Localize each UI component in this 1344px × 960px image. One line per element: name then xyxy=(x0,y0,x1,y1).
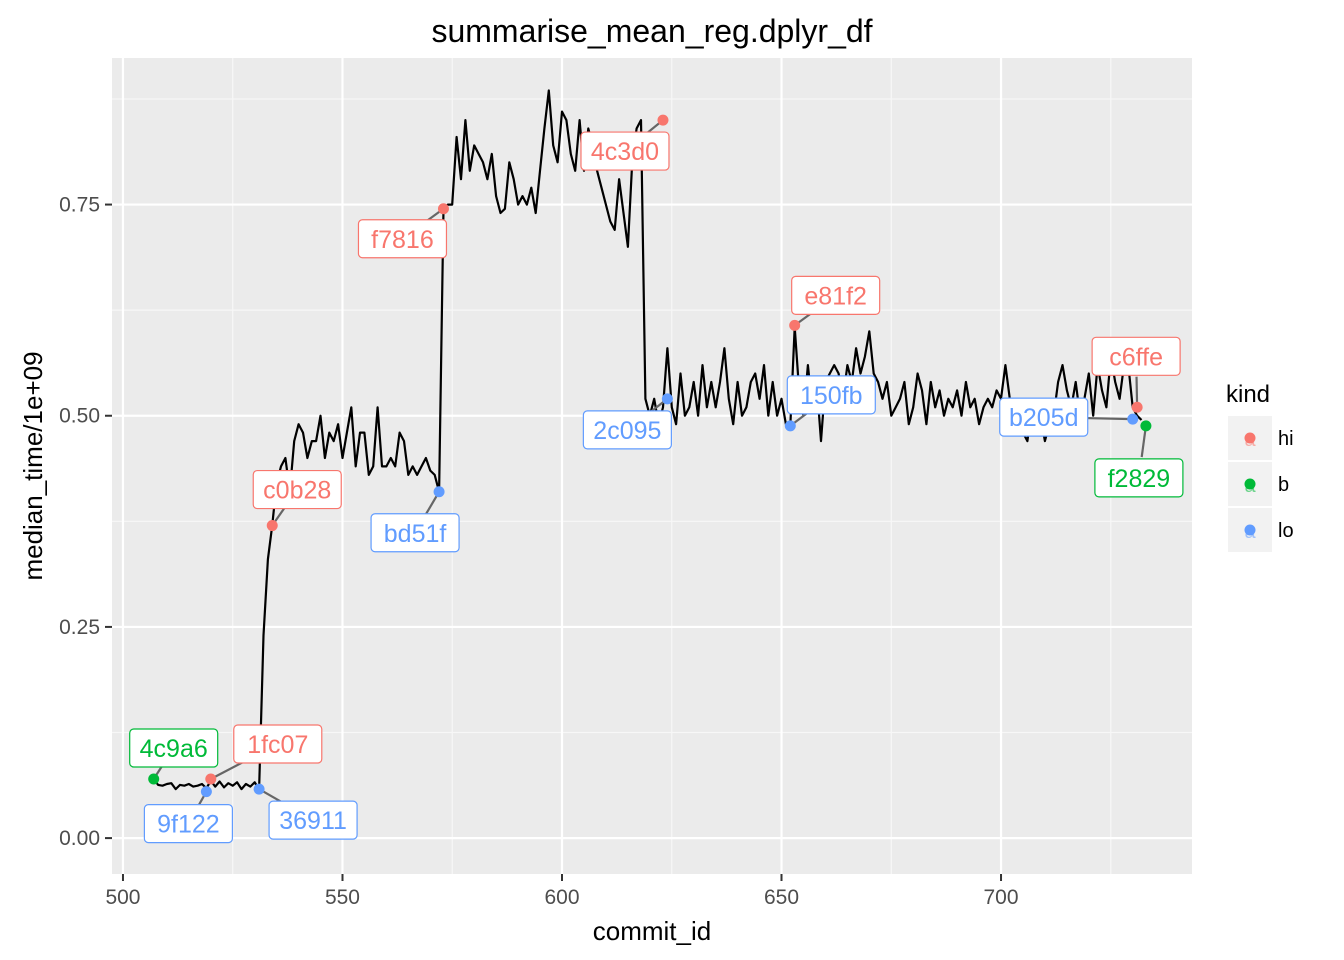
point-label-box xyxy=(143,804,233,844)
x-axis-title: commit_id xyxy=(593,916,711,946)
point-label: 4c9a6 xyxy=(140,735,208,763)
point-label: 36911 xyxy=(279,807,347,835)
point-label: c0b28 xyxy=(263,477,331,505)
legend-key-point xyxy=(1244,432,1256,444)
legend-key-glyph: a xyxy=(1244,475,1256,497)
y-tick-label: 0.25 xyxy=(59,616,100,639)
point-label-box xyxy=(252,469,342,510)
point-label-box xyxy=(233,724,323,764)
point-label: f2829 xyxy=(1108,465,1171,493)
x-tick-label: 700 xyxy=(984,886,1019,909)
point-label: 1fc07 xyxy=(247,731,308,759)
point-label: 150fb xyxy=(800,382,863,410)
point-label-box xyxy=(582,410,672,450)
legend: kind a hia ba lo xyxy=(1226,381,1294,552)
legend-title: kind xyxy=(1226,381,1270,408)
x-tick-label: 500 xyxy=(105,886,140,909)
point-hi xyxy=(266,520,278,532)
point-lo xyxy=(433,486,445,498)
y-tick-label: 0.75 xyxy=(59,194,100,217)
y-tick-label: 0.50 xyxy=(59,405,100,428)
point-label: 9f122 xyxy=(157,811,220,839)
point-label-box xyxy=(129,728,219,768)
point-label-box xyxy=(357,219,448,259)
point-lo xyxy=(661,393,673,405)
y-tick-label: 0.00 xyxy=(59,827,100,850)
point-lo xyxy=(200,786,212,798)
point-label-box xyxy=(370,513,460,553)
grid-lines xyxy=(112,58,1192,874)
point-hi xyxy=(437,203,449,215)
legend-label-lo: lo xyxy=(1278,520,1294,542)
point-label-box xyxy=(1094,458,1184,498)
legend-label-b: b xyxy=(1278,474,1289,496)
point-label-box xyxy=(786,375,876,415)
x-tick-label: 650 xyxy=(764,886,799,909)
point-label-box xyxy=(580,131,670,171)
point-label: 2c095 xyxy=(593,417,661,445)
point-label-box xyxy=(268,800,358,840)
chart-title: summarise_mean_reg.dplyr_df xyxy=(431,13,872,49)
x-tick-label: 600 xyxy=(544,886,579,909)
point-hi xyxy=(205,773,217,785)
x-tick-label: 550 xyxy=(325,886,360,909)
point-label-box xyxy=(1091,336,1181,376)
point-label: e81f2 xyxy=(804,282,867,310)
legend-keys: a hia ba lo xyxy=(1228,416,1294,552)
point-label-box xyxy=(999,397,1089,437)
legend-key-glyph: a xyxy=(1244,429,1256,451)
point-hi xyxy=(789,319,801,331)
legend-key-point xyxy=(1244,478,1256,490)
series-layer xyxy=(152,89,1143,791)
y-axis-title: median_time/1e+09 xyxy=(18,351,48,580)
point-lo xyxy=(253,783,265,795)
axis-ticks: 500 550 600 650 700 0.00 0.25 0.50 0.75 xyxy=(59,194,1018,909)
point-labels: 4c9a6 1fc07 9f122 36911 c0b28 bd51f f7816 4c3d0… xyxy=(129,114,1184,844)
point-label: f7816 xyxy=(371,226,434,254)
series-line xyxy=(152,89,1143,791)
legend-label-hi: hi xyxy=(1278,428,1294,450)
point-label: c6ffe xyxy=(1109,343,1163,371)
point-hi xyxy=(1131,401,1143,413)
point-hi xyxy=(657,114,669,126)
legend-key-glyph: a xyxy=(1244,521,1256,543)
legend-key-point xyxy=(1244,524,1256,536)
point-lo xyxy=(784,420,796,432)
point-b xyxy=(148,773,160,785)
point-b xyxy=(1140,420,1152,432)
point-lo xyxy=(1127,413,1139,425)
point-label: bd51f xyxy=(384,520,447,548)
point-label-box xyxy=(791,275,881,315)
point-label: b205d xyxy=(1009,404,1079,432)
point-label: 4c3d0 xyxy=(591,138,659,166)
